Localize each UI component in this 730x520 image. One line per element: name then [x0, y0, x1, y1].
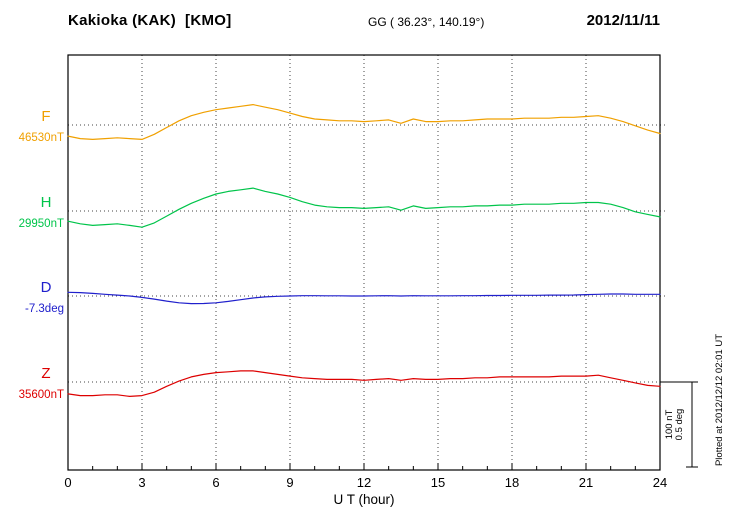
series-label-D: D [41, 279, 52, 296]
trace-D [67, 291, 661, 305]
scale-label-deg: 0.5 deg [674, 409, 685, 441]
x-tick-label: 0 [64, 475, 71, 490]
x-tick-label: 15 [431, 475, 445, 490]
series-value-F: 46530nT [19, 132, 64, 144]
x-tick-label: 21 [579, 475, 593, 490]
trace-F [67, 103, 661, 140]
x-tick-label: 12 [357, 475, 371, 490]
x-tick-label: 18 [505, 475, 519, 490]
plotted-at-label: Plotted at 2012/12/12 02:01 UT [714, 334, 725, 466]
x-tick-label: 9 [286, 475, 293, 490]
x-axis-label: U T (hour) [333, 492, 394, 507]
series-label-F: F [41, 108, 50, 125]
station-title: Kakioka (KAK) [KMO] [68, 12, 232, 29]
series-value-Z: 35600nT [19, 389, 64, 401]
trace-Z [67, 370, 661, 397]
series-label-H: H [41, 194, 52, 211]
scale-label-nt: 100 nT [664, 410, 675, 440]
trace-H [67, 187, 661, 228]
series-value-H: 29950nT [19, 218, 64, 230]
x-tick-label: 24 [653, 475, 667, 490]
series-value-D: -7.3deg [25, 303, 64, 315]
plot-date: 2012/11/11 [586, 12, 660, 29]
x-tick-label: 3 [138, 475, 145, 490]
series-label-Z: Z [41, 365, 50, 382]
x-tick-label: 6 [212, 475, 219, 490]
geographic-coordinates: GG ( 36.23°, 140.19°) [368, 15, 485, 29]
